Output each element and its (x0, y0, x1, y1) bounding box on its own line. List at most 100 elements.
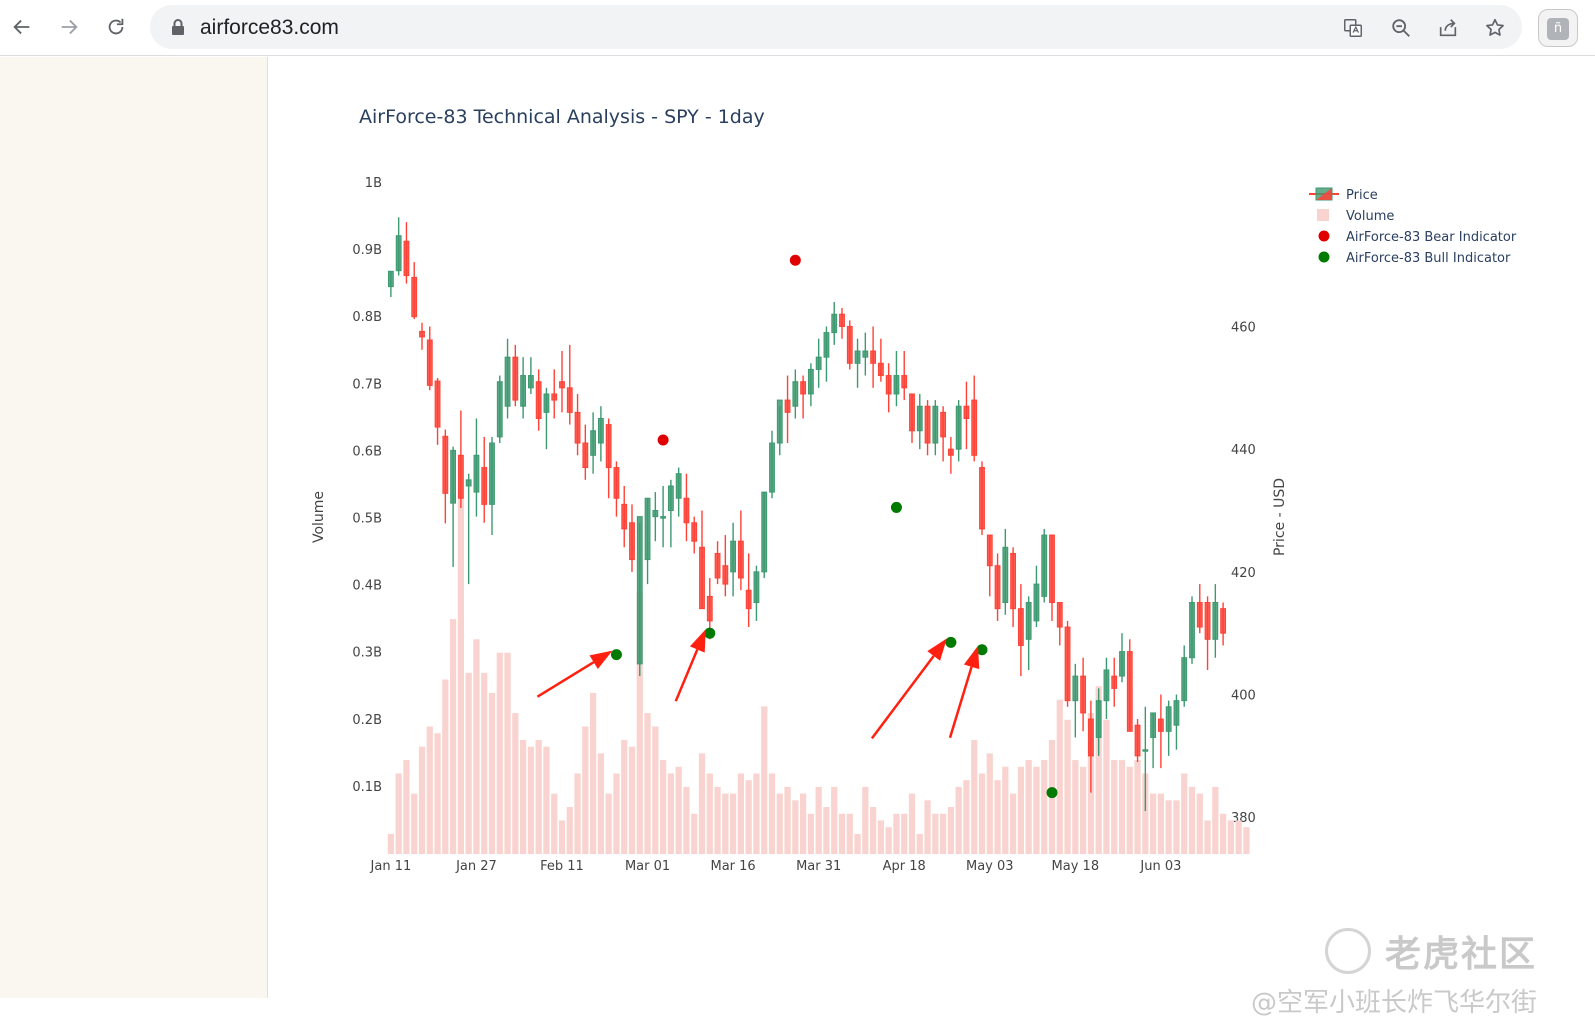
price-candle (831, 301, 838, 345)
volume-series (387, 498, 1250, 854)
volume-bar (1056, 699, 1063, 854)
volume-bar (838, 813, 846, 854)
zoom-button[interactable] (1388, 15, 1414, 41)
translate-button[interactable] (1340, 15, 1366, 41)
candle-body (636, 516, 643, 665)
price-candle (932, 400, 939, 456)
reload-button[interactable] (99, 10, 133, 44)
volume-bar (753, 773, 760, 854)
legend-item[interactable]: Volume (1317, 209, 1394, 224)
price-candle (1064, 620, 1071, 707)
volume-bar (481, 672, 488, 854)
forward-button[interactable] (52, 10, 86, 44)
candle-body (597, 417, 604, 444)
back-button[interactable] (5, 10, 39, 44)
candle-body (1204, 602, 1211, 640)
bull-indicator-dot (704, 627, 716, 639)
candle-body (737, 540, 744, 579)
candle-body (675, 473, 682, 499)
price-candle (807, 363, 814, 407)
annotation-arrow (536, 650, 613, 698)
volume-bar (535, 739, 542, 854)
chart-legend[interactable]: Price Volume AirForce-83 Bear Indicator Air… (1309, 187, 1517, 266)
price-candle (652, 492, 659, 542)
date-tick-label: Feb 11 (540, 859, 584, 874)
candle-body (769, 442, 775, 493)
candle-body (1041, 534, 1048, 597)
volume-bar (784, 786, 791, 854)
volume-bar (660, 760, 667, 854)
volume-bar (1150, 793, 1157, 854)
price-candle (395, 217, 402, 276)
price-candle (1196, 584, 1203, 634)
price-candle (387, 270, 394, 298)
volume-bar (1142, 773, 1149, 854)
volume-bar (605, 793, 612, 854)
candle-body (947, 448, 954, 456)
price-candle (1119, 633, 1125, 683)
price-candle (1033, 565, 1040, 628)
candle-body (450, 449, 457, 504)
volume-bar (978, 773, 986, 854)
price-candle (465, 473, 472, 585)
candle-body (1017, 608, 1024, 646)
volume-tick-label: 0.4B (352, 579, 382, 594)
price-candle (512, 344, 519, 407)
watermark: 老虎社区 (1324, 925, 1537, 977)
volume-bar (768, 773, 776, 854)
price-candle (862, 332, 869, 376)
candle-body (582, 442, 589, 469)
candle-body (496, 381, 503, 438)
candle-body (387, 270, 394, 288)
bookmark-button[interactable] (1482, 15, 1508, 41)
volume-bar (1157, 793, 1164, 854)
legend-label: AirForce-83 Bear Indicator (1346, 230, 1517, 245)
candle-body (753, 571, 760, 604)
volume-tick-label: 0.8B (352, 310, 382, 325)
candle-body (940, 411, 947, 438)
legend-item[interactable]: AirForce-83 Bear Indicator (1318, 230, 1517, 245)
candle-body (551, 393, 558, 401)
price-candle (761, 491, 768, 578)
legend-dot (1318, 230, 1330, 242)
candle-body (706, 595, 713, 622)
price-candle (489, 436, 495, 536)
candle-body (971, 399, 978, 456)
price-candle (1157, 694, 1164, 769)
price-candle (1181, 645, 1188, 707)
volume-bar (800, 793, 807, 854)
volume-bar (621, 739, 628, 854)
extension-button[interactable]: ñ (1538, 9, 1578, 47)
price-candle (1165, 700, 1172, 756)
candle-body (1111, 675, 1118, 689)
price-candle (1056, 602, 1063, 646)
volume-bar (745, 780, 752, 854)
candle-body (955, 405, 962, 450)
annotation-arrow (674, 629, 706, 702)
volume-bar (761, 706, 768, 854)
legend-item[interactable]: AirForce-83 Bull Indicator (1318, 251, 1512, 266)
candle-body (527, 375, 534, 389)
price-candle (1041, 528, 1048, 603)
candle-body (1212, 602, 1219, 640)
candle-body (1072, 675, 1079, 702)
price-candle (535, 369, 542, 431)
date-tick-label: Mar 31 (796, 859, 841, 874)
address-bar[interactable]: airforce83.com (150, 5, 1522, 49)
url-text[interactable]: airforce83.com (200, 16, 339, 39)
share-button[interactable] (1435, 15, 1461, 41)
volume-tick-label: 0.5B (352, 512, 382, 527)
legend-item[interactable]: Price (1309, 187, 1378, 203)
date-tick-label: May 03 (966, 859, 1014, 874)
price-candle (1002, 528, 1009, 615)
volume-bar (1111, 760, 1118, 854)
volume-bar (520, 739, 527, 854)
volume-tick-label: 1B (365, 176, 382, 191)
candle-body (714, 552, 721, 579)
candle-body (823, 332, 830, 358)
price-candle (1080, 657, 1087, 732)
volume-bar (1204, 820, 1211, 854)
candle-body (792, 381, 799, 407)
volume-bar (706, 773, 713, 854)
volume-bar (947, 807, 954, 854)
